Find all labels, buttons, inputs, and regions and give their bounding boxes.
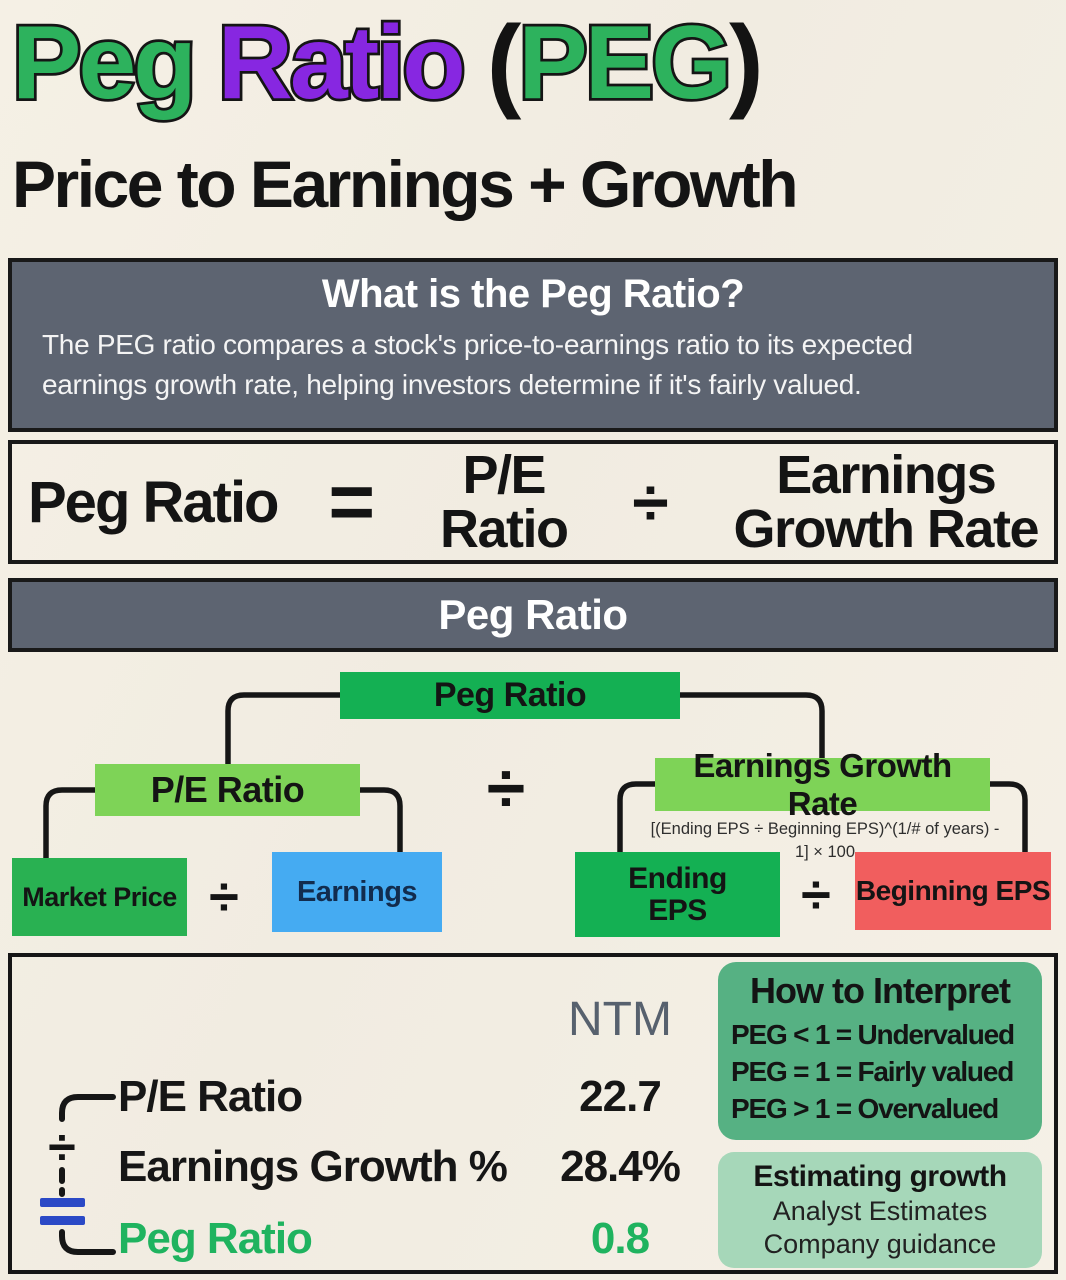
title-acronym-group: ( PEG ) (486, 2, 764, 125)
formula-strip: Peg Ratio = P/E Ratio ÷ Earnings Growth … (8, 440, 1058, 564)
tree-beginning-eps: Beginning EPS (855, 852, 1051, 930)
ending-eps-line1: Ending (628, 862, 727, 895)
interpretation-card: How to Interpret PEG < 1 = Undervalued P… (718, 962, 1042, 1140)
example-earnings-growth-value: 28.4% (560, 1142, 681, 1191)
growth-rate-formula: [(Ending EPS ÷ Beginning EPS)^(1/# of ye… (623, 818, 1027, 864)
formula-lhs: Peg Ratio (28, 469, 279, 535)
growth-formula-line2: 1] × 100 (794, 843, 856, 862)
interpretation-heading: How to Interpret (750, 970, 1011, 1011)
definition-body: The PEG ratio compares a stock's price-t… (42, 329, 913, 400)
divide-sign: ÷ (209, 867, 239, 927)
divide-sign: ÷ (632, 465, 669, 539)
interpret-rule-fairly-valued: PEG = 1 = Fairly valued (731, 1056, 1014, 1088)
page-subtitle: Price to Earnings + Growth (12, 147, 799, 221)
interpret-rule-overvalued: PEG > 1 = Overvalued (731, 1093, 999, 1125)
tree-root-peg-ratio: Peg Ratio (340, 672, 680, 719)
estimating-growth-card: Estimating growth Analyst Estimates Comp… (718, 1152, 1042, 1268)
tree-earnings: Earnings (272, 852, 442, 932)
example-panel (8, 953, 1058, 1274)
numerator-line1: P/E (462, 445, 546, 505)
example-peg-ratio-label: Peg Ratio (118, 1214, 313, 1263)
definition-panel: What is the Peg Ratio? The PEG ratio com… (8, 258, 1058, 432)
title-acronym: PEG (516, 2, 735, 123)
estimating-source-analyst: Analyst Estimates (772, 1196, 988, 1226)
example-peg-ratio-value: 0.8 (590, 1214, 650, 1263)
title-word-ratio: Ratio (215, 2, 469, 123)
denominator-line2: Growth Rate (733, 499, 1039, 559)
divide-icon: ÷ (48, 1119, 76, 1175)
definition-heading: What is the Peg Ratio? (321, 272, 745, 316)
close-paren: ) (729, 5, 764, 121)
formula-denominator: Earnings Growth Rate (733, 445, 1039, 559)
page-title: Peg Ratio ( PEG ) (9, 2, 764, 125)
growth-formula-line1: [(Ending EPS ÷ Beginning EPS)^(1/# of ye… (650, 820, 1000, 838)
tree-market-price: Market Price (12, 858, 187, 936)
title-word-peg: Peg (9, 2, 199, 123)
example-earnings-growth-label: Earnings Growth % (118, 1142, 508, 1191)
equals-icon (40, 1216, 85, 1225)
divide-sign: ÷ (801, 865, 831, 925)
equals-sign: = (328, 457, 376, 546)
tree-pe-ratio: P/E Ratio (95, 764, 360, 816)
equals-icon (40, 1198, 85, 1207)
tree-earnings-growth-rate: Earnings Growth Rate (655, 747, 990, 822)
estimating-heading: Estimating growth (753, 1160, 1007, 1193)
open-paren: ( (486, 5, 522, 121)
formula-numerator: P/E Ratio (439, 445, 569, 559)
example-pe-ratio-label: P/E Ratio (118, 1072, 303, 1121)
interpret-rule-undervalued: PEG < 1 = Undervalued (731, 1019, 1015, 1050)
numerator-line2: Ratio (439, 499, 569, 559)
divide-sign: ÷ (486, 749, 526, 827)
tree-ending-eps: Ending EPS (575, 852, 780, 937)
section-header-bar: Peg Ratio (8, 578, 1058, 652)
denominator-line1: Earnings (776, 445, 997, 505)
example-pe-ratio-value: 22.7 (579, 1072, 662, 1121)
column-header-ntm: NTM (568, 993, 672, 1046)
section-bar-label: Peg Ratio (438, 591, 628, 638)
ending-eps-line2: EPS (648, 893, 707, 927)
estimating-source-company: Company guidance (763, 1229, 997, 1260)
